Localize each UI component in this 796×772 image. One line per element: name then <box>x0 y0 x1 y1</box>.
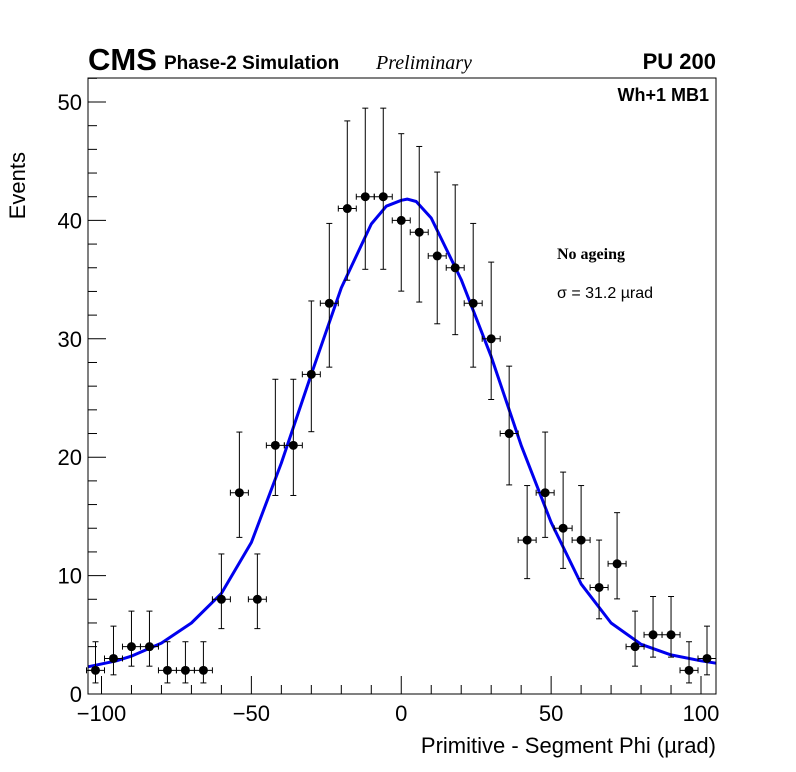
data-marker <box>432 251 442 261</box>
data-point <box>535 431 555 538</box>
data-marker <box>576 535 586 545</box>
data-point <box>175 641 195 684</box>
annotation-sigma: σ = 31.2 µrad <box>557 285 653 302</box>
data-marker <box>558 523 568 533</box>
data-point <box>391 133 411 292</box>
data-marker <box>198 665 208 675</box>
data-point <box>679 641 699 684</box>
experiment-label: CMS <box>88 42 157 77</box>
subtitle-label: Phase-2 Simulation <box>164 53 339 74</box>
y-axis: 0 10 20 30 40 50 <box>58 77 106 707</box>
data-marker <box>216 594 226 604</box>
y-tick-label: 10 <box>58 564 82 589</box>
data-marker <box>108 653 118 663</box>
data-point <box>229 431 249 538</box>
y-axis-title: Events <box>5 152 30 219</box>
data-point <box>355 107 375 270</box>
data-marker <box>594 582 604 592</box>
data-point <box>319 222 339 368</box>
data-point <box>571 485 591 580</box>
data-marker <box>342 204 352 214</box>
data-marker <box>360 192 370 202</box>
data-marker <box>612 559 622 569</box>
data-marker <box>162 665 172 675</box>
pileup-label: PU 200 <box>643 49 716 74</box>
data-point <box>427 171 447 325</box>
data-marker <box>540 488 550 498</box>
x-tick-label: 100 <box>683 701 720 726</box>
data-marker <box>702 653 712 663</box>
y-tick-label: 50 <box>58 90 82 115</box>
data-marker <box>630 642 640 652</box>
plot-area <box>86 107 717 684</box>
data-marker <box>324 298 334 308</box>
x-tick-label: −100 <box>77 701 127 726</box>
data-point <box>139 610 159 667</box>
data-marker <box>378 192 388 202</box>
data-point <box>553 471 573 569</box>
data-point <box>481 261 501 401</box>
status-label: Preliminary <box>375 52 472 74</box>
data-point <box>373 107 393 270</box>
fit-curve <box>87 197 717 669</box>
data-marker <box>414 227 424 237</box>
data-marker <box>450 263 460 273</box>
data-marker <box>648 630 658 640</box>
x-axis-title: Primitive - Segment Phi (µrad) <box>421 733 716 758</box>
annotation-ageing: No ageing <box>557 246 625 263</box>
data-marker <box>234 488 244 498</box>
data-marker <box>666 630 676 640</box>
data-point <box>499 365 519 486</box>
data-point <box>661 595 681 658</box>
data-point <box>607 512 627 600</box>
data-point <box>463 222 483 368</box>
data-point <box>517 485 537 580</box>
x-tick-label: 0 <box>395 701 407 726</box>
y-tick-label: 20 <box>58 445 82 470</box>
data-marker <box>288 440 298 450</box>
data-point <box>337 120 357 281</box>
data-point <box>625 610 645 667</box>
data-point <box>643 595 663 658</box>
x-axis: −100 −50 0 50 100 <box>77 676 720 726</box>
data-marker <box>144 642 154 652</box>
data-point <box>301 300 321 433</box>
data-point <box>193 641 213 684</box>
plot-frame <box>87 77 717 695</box>
data-point <box>283 378 303 496</box>
y-tick-label: 0 <box>70 682 82 707</box>
data-point <box>409 145 429 303</box>
data-marker <box>468 298 478 308</box>
data-marker <box>270 440 280 450</box>
data-marker <box>522 535 532 545</box>
data-point <box>445 184 465 336</box>
data-point <box>265 378 285 496</box>
data-point <box>247 553 267 630</box>
data-marker <box>252 594 262 604</box>
data-point <box>211 553 231 630</box>
data-marker <box>486 334 496 344</box>
data-marker <box>306 369 316 379</box>
x-tick-label: −50 <box>233 701 270 726</box>
data-point <box>157 641 177 684</box>
data-marker <box>180 665 190 675</box>
data-marker <box>126 642 136 652</box>
data-marker <box>504 429 514 439</box>
x-tick-label: 50 <box>539 701 563 726</box>
data-marker <box>684 665 694 675</box>
data-point <box>103 625 123 676</box>
region-label: Wh+1 MB1 <box>617 85 709 105</box>
data-point <box>589 539 609 620</box>
y-tick-label: 30 <box>58 327 82 352</box>
data-point <box>697 625 717 676</box>
y-tick-label: 40 <box>58 208 82 233</box>
data-point <box>121 610 141 667</box>
data-marker <box>396 215 406 225</box>
